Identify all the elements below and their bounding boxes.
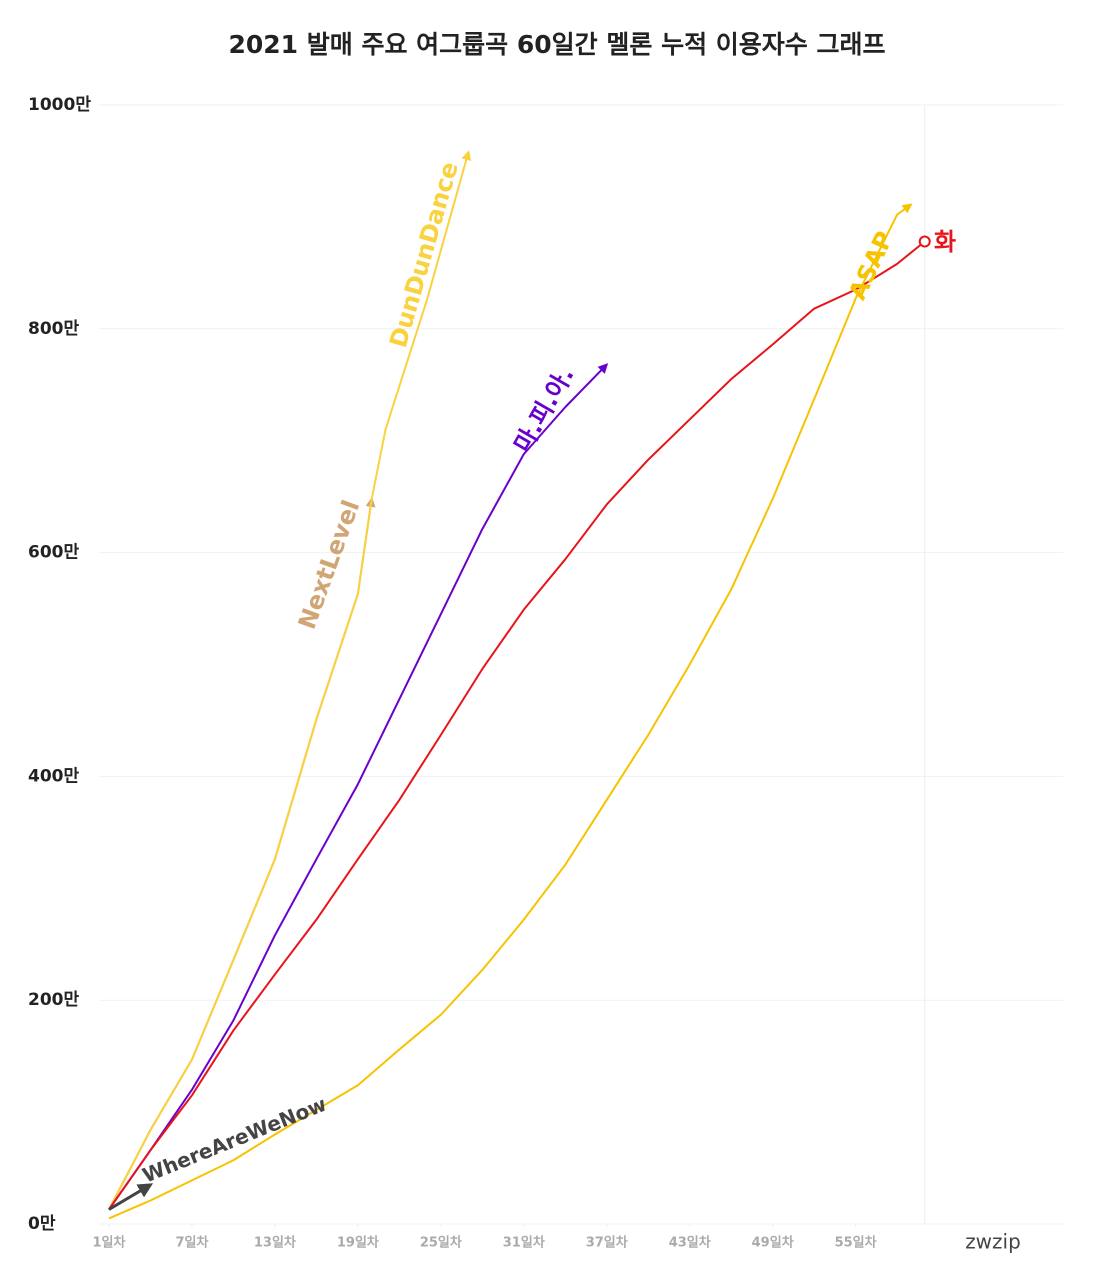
y-tick-label: 600만: [28, 543, 79, 563]
x-tick-label: 49일차: [752, 1235, 794, 1251]
x-tick-label: 55일차: [835, 1235, 877, 1251]
y-tick-label: 800만: [28, 319, 79, 339]
y-tick-label: 200만: [28, 990, 79, 1010]
x-tick-label: 43일차: [669, 1235, 711, 1251]
series-line: [108, 496, 376, 1210]
series-label: DunDunDance: [384, 159, 464, 351]
x-tick-label: 37일차: [586, 1235, 628, 1251]
series-line: [108, 1183, 154, 1211]
x-tick-label: 1일차: [93, 1235, 126, 1251]
series-label: NextLevel: [293, 496, 366, 632]
y-tick-label: 1000만: [28, 95, 91, 115]
series-line: [108, 203, 913, 1220]
series-line: [108, 363, 609, 1211]
series-label: WhereAreWeNow: [139, 1092, 330, 1188]
x-tick-label: 31일차: [503, 1235, 545, 1251]
x-tick-label: 7일차: [175, 1235, 208, 1251]
series-line: [108, 150, 472, 1210]
y-tick-label: 0만: [28, 1214, 56, 1234]
x-tick-label: 13일차: [254, 1235, 296, 1251]
x-tick-label: 25일차: [420, 1235, 462, 1251]
series-label: ASAP: [843, 227, 899, 304]
series-line: [108, 240, 926, 1211]
chart-title: 2021 발매 주요 여그룹곡 60일간 멜론 누적 이용자수 그래프: [228, 30, 885, 59]
series-label: 화: [934, 228, 956, 256]
series-label: 마.피.아.: [509, 362, 580, 457]
x-tick-label: 19일차: [337, 1235, 379, 1251]
end-marker: [918, 235, 931, 248]
y-tick-label: 400만: [28, 766, 79, 786]
watermark: zwzip: [965, 1230, 1021, 1254]
